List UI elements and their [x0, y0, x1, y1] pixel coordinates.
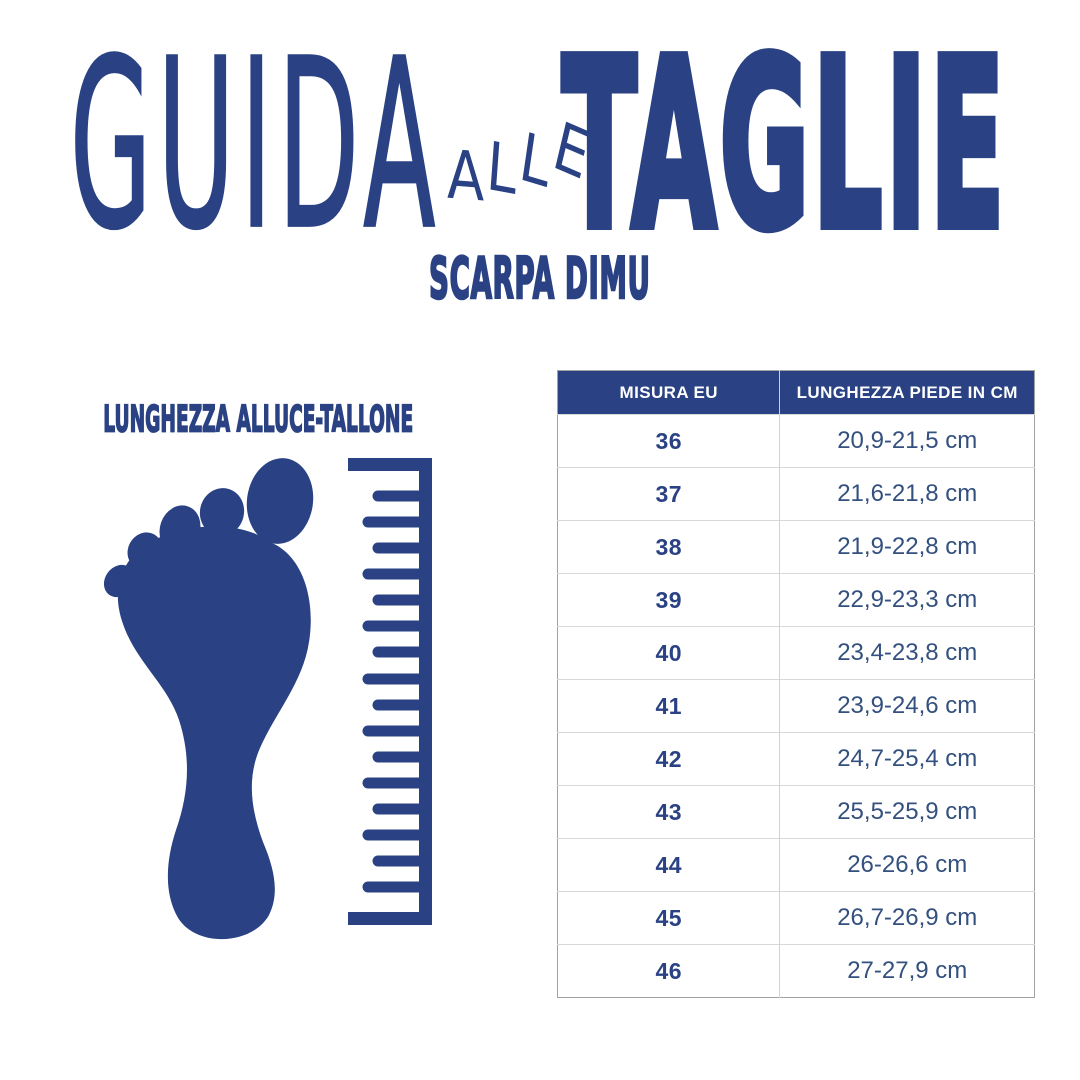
ruler-icon: [348, 458, 432, 925]
eu-size-value: 43: [557, 785, 780, 839]
measure-label: LUNGHEZZA ALLUCE-TALLONE: [103, 398, 414, 441]
eu-size-value: 42: [557, 732, 780, 786]
foot-length-value: 25,5-25,9 cm: [779, 785, 1035, 839]
foot-length-value: 23,4-23,8 cm: [779, 626, 1035, 680]
foot-length-value: 27-27,9 cm: [779, 944, 1035, 998]
eu-size-value: 38: [557, 520, 780, 574]
column-header-misura-eu: MISURA EU: [557, 370, 780, 415]
column-header-lunghezza-piede: LUNGHEZZA PIEDE IN CM: [779, 370, 1035, 415]
table-row: 44 26-26,6 cm: [557, 838, 1035, 892]
table-row: 46 27-27,9 cm: [557, 944, 1035, 998]
foot-length-value: 20,9-21,5 cm: [779, 414, 1035, 468]
table-row: 42 24,7-25,4 cm: [557, 732, 1035, 786]
title-letter: L: [515, 117, 556, 203]
title-word-taglie: TAGLIE: [560, 11, 1008, 282]
foot-length-value: 26,7-26,9 cm: [779, 891, 1035, 945]
size-table-header: MISURA EU LUNGHEZZA PIEDE IN CM: [557, 370, 1035, 415]
size-table-body: 36 20,9-21,5 cm 37 21,6-21,8 cm 38 21,9-…: [557, 414, 1035, 998]
product-subtitle: SCARPA DIMU: [429, 245, 651, 313]
eu-size-value: 45: [557, 891, 780, 945]
table-row: 39 22,9-23,3 cm: [557, 573, 1035, 627]
foot-length-value: 26-26,6 cm: [779, 838, 1035, 892]
table-row: 43 25,5-25,9 cm: [557, 785, 1035, 839]
table-row: 45 26,7-26,9 cm: [557, 891, 1035, 945]
foot-length-value: 23,9-24,6 cm: [779, 679, 1035, 733]
table-row: 41 23,9-24,6 cm: [557, 679, 1035, 733]
foot-length-value: 22,9-23,3 cm: [779, 573, 1035, 627]
size-table: MISURA EU LUNGHEZZA PIEDE IN CM 36 20,9-…: [557, 370, 1035, 998]
eu-size-value: 44: [557, 838, 780, 892]
eu-size-value: 39: [557, 573, 780, 627]
table-row: 40 23,4-23,8 cm: [557, 626, 1035, 680]
footprint-icon: [103, 458, 314, 940]
title-letter: L: [484, 126, 520, 211]
foot-length-value: 21,9-22,8 cm: [779, 520, 1035, 574]
foot-length-value: 21,6-21,8 cm: [779, 467, 1035, 521]
eu-size-value: 36: [557, 414, 780, 468]
title-word-guida: GUIDA: [69, 11, 442, 282]
table-row: 37 21,6-21,8 cm: [557, 467, 1035, 521]
table-row: 36 20,9-21,5 cm: [557, 414, 1035, 468]
measure-diagram: [103, 458, 432, 940]
title-letter: A: [446, 135, 485, 217]
eu-size-value: 40: [557, 626, 780, 680]
foot-length-value: 24,7-25,4 cm: [779, 732, 1035, 786]
eu-size-value: 41: [557, 679, 780, 733]
table-row: 38 21,9-22,8 cm: [557, 520, 1035, 574]
eu-size-value: 46: [557, 944, 780, 998]
measure-label-wrap: LUNGHEZZA ALLUCE-TALLONE: [0, 401, 494, 439]
subtitle-wrap: SCARPA DIMU: [0, 249, 1080, 309]
eu-size-value: 37: [557, 467, 780, 521]
